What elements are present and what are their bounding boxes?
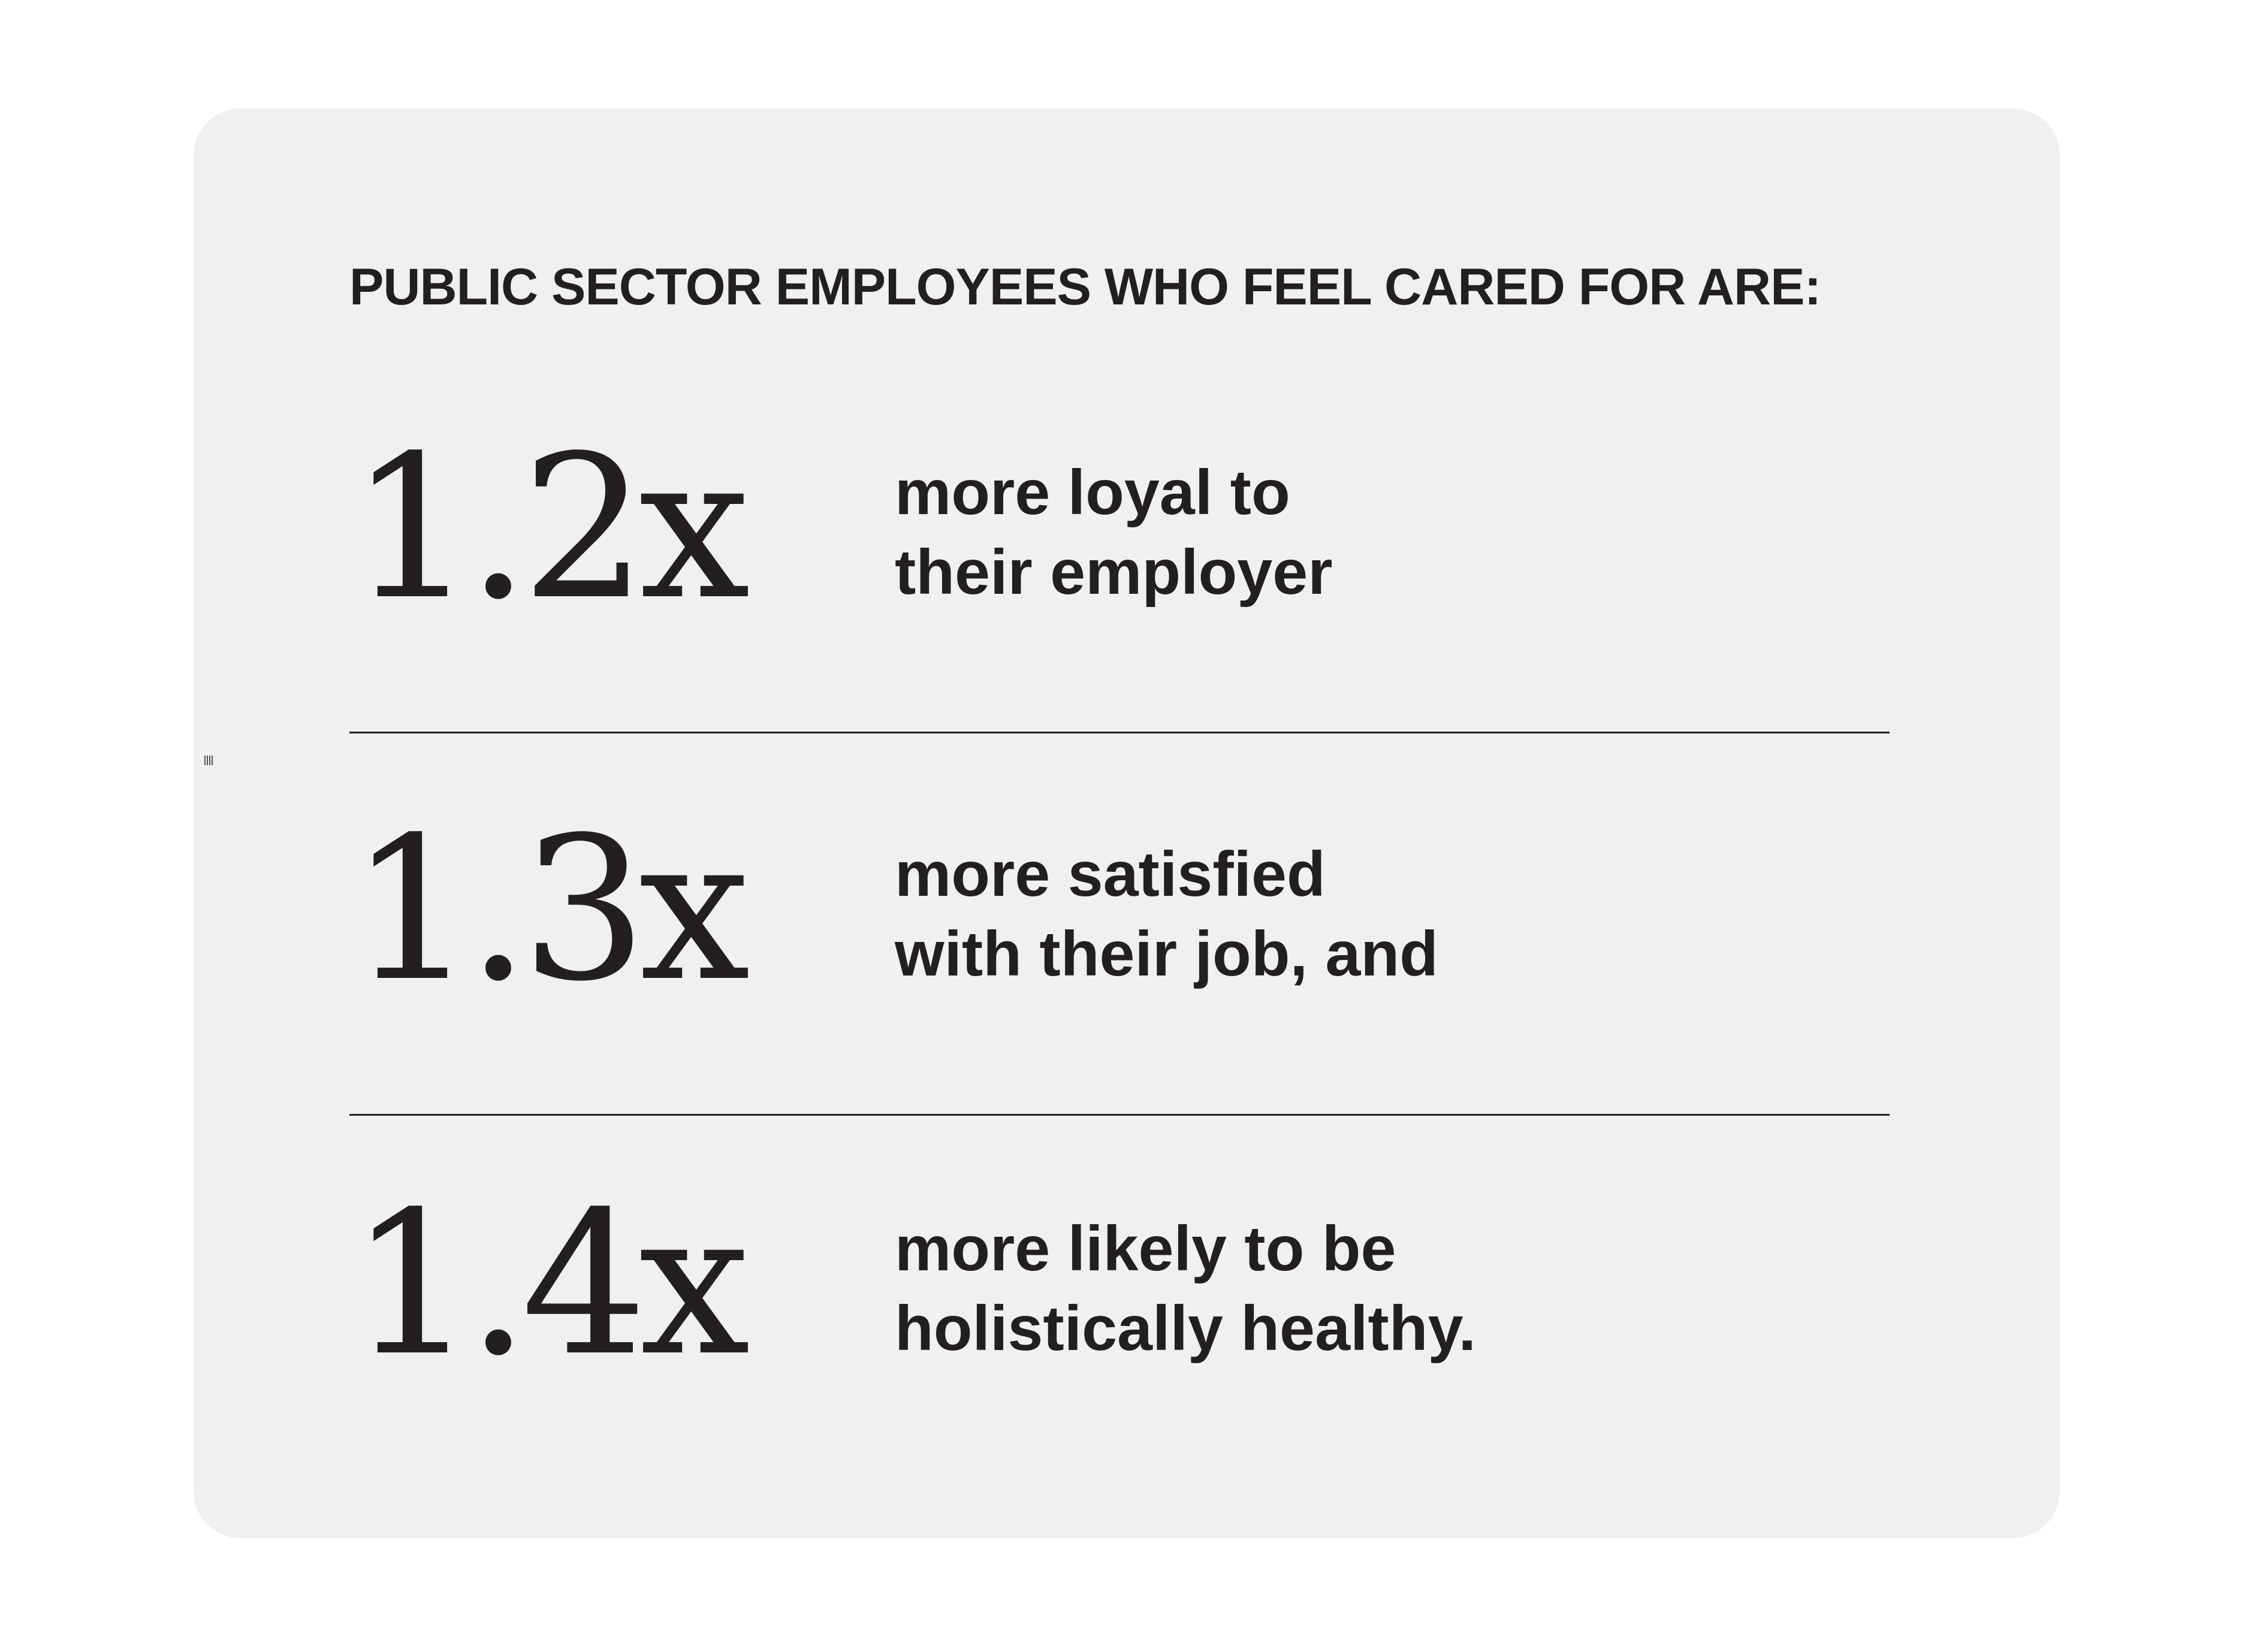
stat-description-line: with their job, and [895,919,1438,989]
stat-description-line: more likely to be [895,1213,1396,1284]
stat-row-health: 1.4x more likely to be holistically heal… [349,1185,1890,1425]
stat-description: more likely to be holistically healthy. [895,1209,1476,1369]
stat-multiplier: 1.3x [349,795,750,1025]
stat-description-line: more loyal to [895,457,1290,528]
stats-card: PUBLIC SECTOR EMPLOYEES WHO FEEL CARED F… [194,108,2060,1538]
stat-description-line: more satisfied [895,839,1326,910]
stat-multiplier: 1.2x [349,413,750,643]
stat-description: more satisfied with their job, and [895,835,1438,994]
stat-row-satisfaction: 1.3x more satisfied with their job, and [349,811,1890,1050]
stat-description: more loyal to their employer [895,453,1332,612]
card-heading: PUBLIC SECTOR EMPLOYEES WHO FEEL CARED F… [349,258,1821,316]
divider [349,1114,1890,1116]
stat-row-loyalty: 1.2x more loyal to their employer [349,429,1890,669]
stat-multiplier: 1.4x [349,1169,750,1399]
stat-description-line: their employer [895,537,1333,608]
divider [349,732,1890,733]
stat-description-line: holistically healthy. [895,1293,1476,1364]
crop-mark-icon [204,756,216,765]
